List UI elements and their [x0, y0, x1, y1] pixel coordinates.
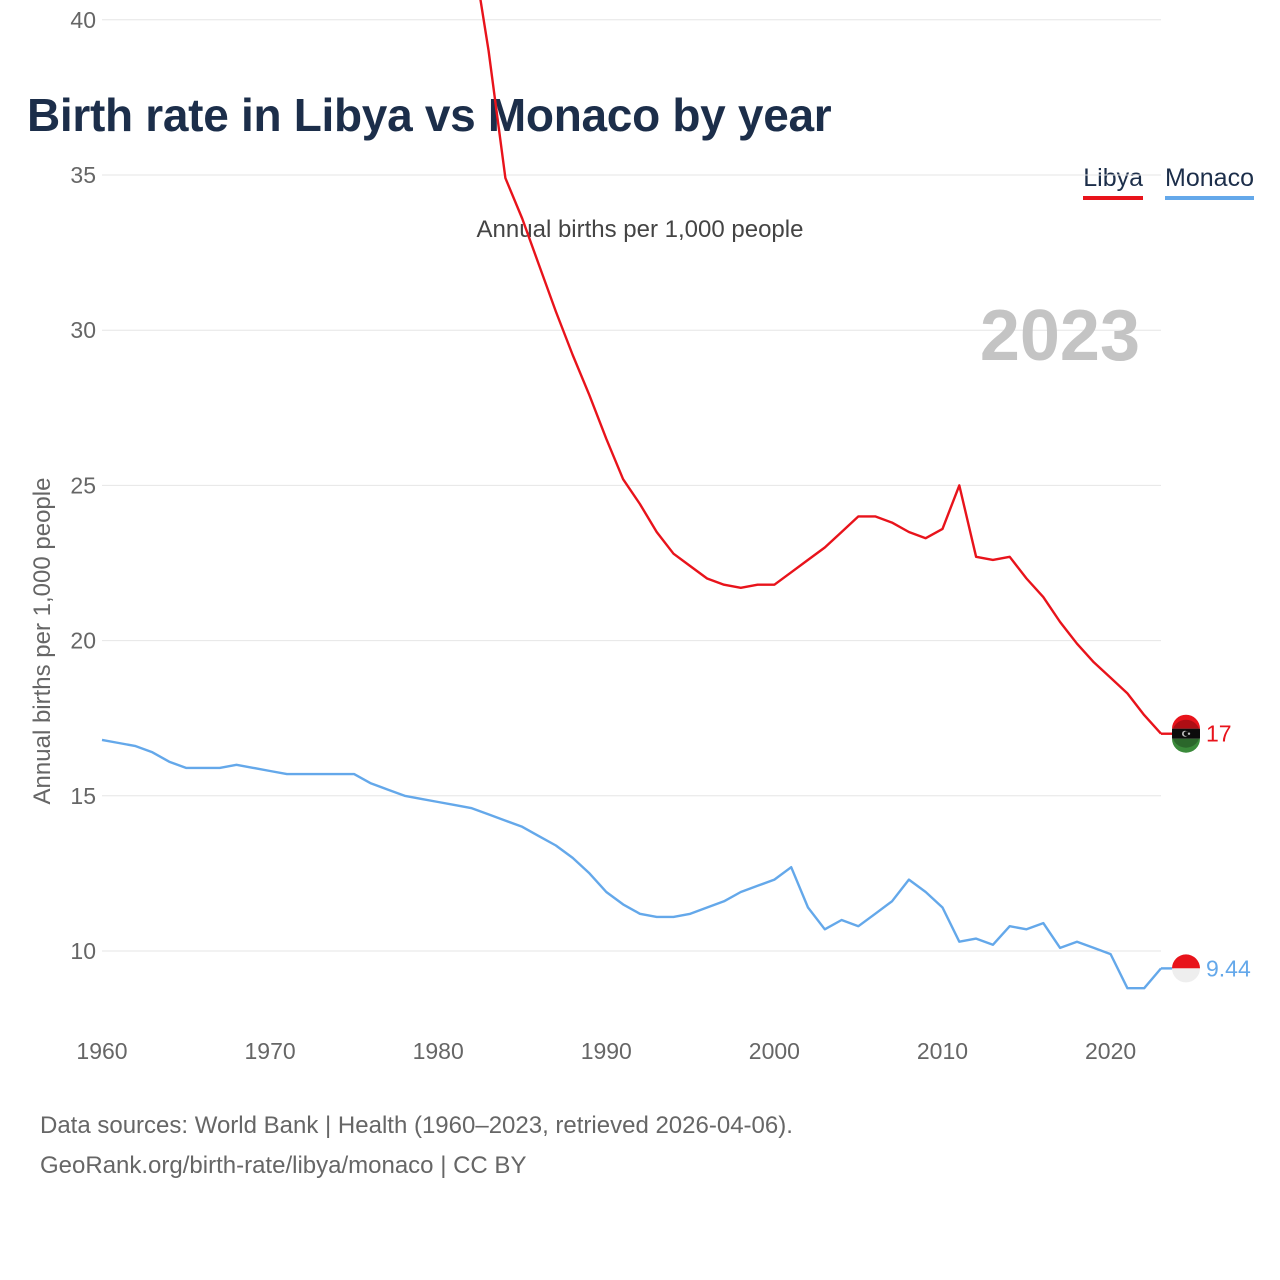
flag-stripe-white — [1172, 968, 1200, 983]
legend-item-monaco[interactable]: Monaco — [1165, 164, 1254, 200]
flag-stripe-red — [1172, 714, 1200, 729]
flag-stripe-green — [1172, 738, 1200, 753]
x-tick-label: 1980 — [413, 1038, 464, 1064]
line-chart: 101520253035404550 196019701980199020002… — [29, 0, 1251, 1064]
series-end-markers: 179.44 — [1161, 714, 1251, 983]
y-tick-label: 35 — [70, 162, 96, 188]
legend-item-libya[interactable]: Libya — [1083, 164, 1144, 200]
flag-stripe-red — [1172, 954, 1200, 969]
source-note: Data sources: World Bank | Health (1960–… — [40, 1106, 793, 1186]
flag-libya-icon — [1172, 714, 1200, 753]
grid-lines — [102, 19, 1161, 952]
x-tick-label: 2010 — [917, 1038, 968, 1064]
series-line-libya — [479, 0, 1162, 735]
chart-subtitle: Annual births per 1,000 people — [476, 216, 804, 243]
y-tick-label: 20 — [70, 628, 96, 654]
source-line-link[interactable]: GeoRank.org/birth-rate/libya/monaco | CC… — [40, 1152, 527, 1179]
flag-monaco-icon — [1172, 954, 1200, 983]
y-tick-label: 25 — [70, 472, 96, 498]
y-axis-ticks: 101520253035404550 — [70, 7, 96, 964]
y-tick-label: 40 — [70, 7, 96, 33]
x-tick-label: 2020 — [1085, 1038, 1136, 1064]
y-tick-label: 30 — [70, 317, 96, 343]
flag-shade — [1172, 719, 1200, 748]
series-lines — [101, 0, 1162, 990]
y-tick-label: 10 — [70, 938, 96, 964]
chart-title: Birth rate in Libya vs Monaco by year — [27, 89, 832, 141]
x-tick-label: 2000 — [749, 1038, 800, 1064]
end-label-monaco: 9.44 — [1206, 955, 1251, 981]
series-line-monaco — [101, 738, 1162, 990]
flag-crescent-cut — [1183, 731, 1189, 737]
x-tick-label: 1960 — [76, 1038, 127, 1064]
y-tick-label: 15 — [70, 783, 96, 809]
y-axis-label: Annual births per 1,000 people — [29, 478, 56, 805]
flag-star — [1187, 732, 1191, 735]
source-line-data: Data sources: World Bank | Health (1960–… — [40, 1112, 793, 1139]
x-axis-ticks: 1960 1970 1980 1990 2000 2010 2020 — [76, 1038, 1136, 1064]
end-label-libya: 17 — [1206, 721, 1232, 747]
year-watermark: 2023 — [980, 296, 1140, 376]
legend: Libya Monaco — [1083, 164, 1254, 200]
x-tick-label: 1970 — [245, 1038, 296, 1064]
x-tick-label: 1990 — [581, 1038, 632, 1064]
